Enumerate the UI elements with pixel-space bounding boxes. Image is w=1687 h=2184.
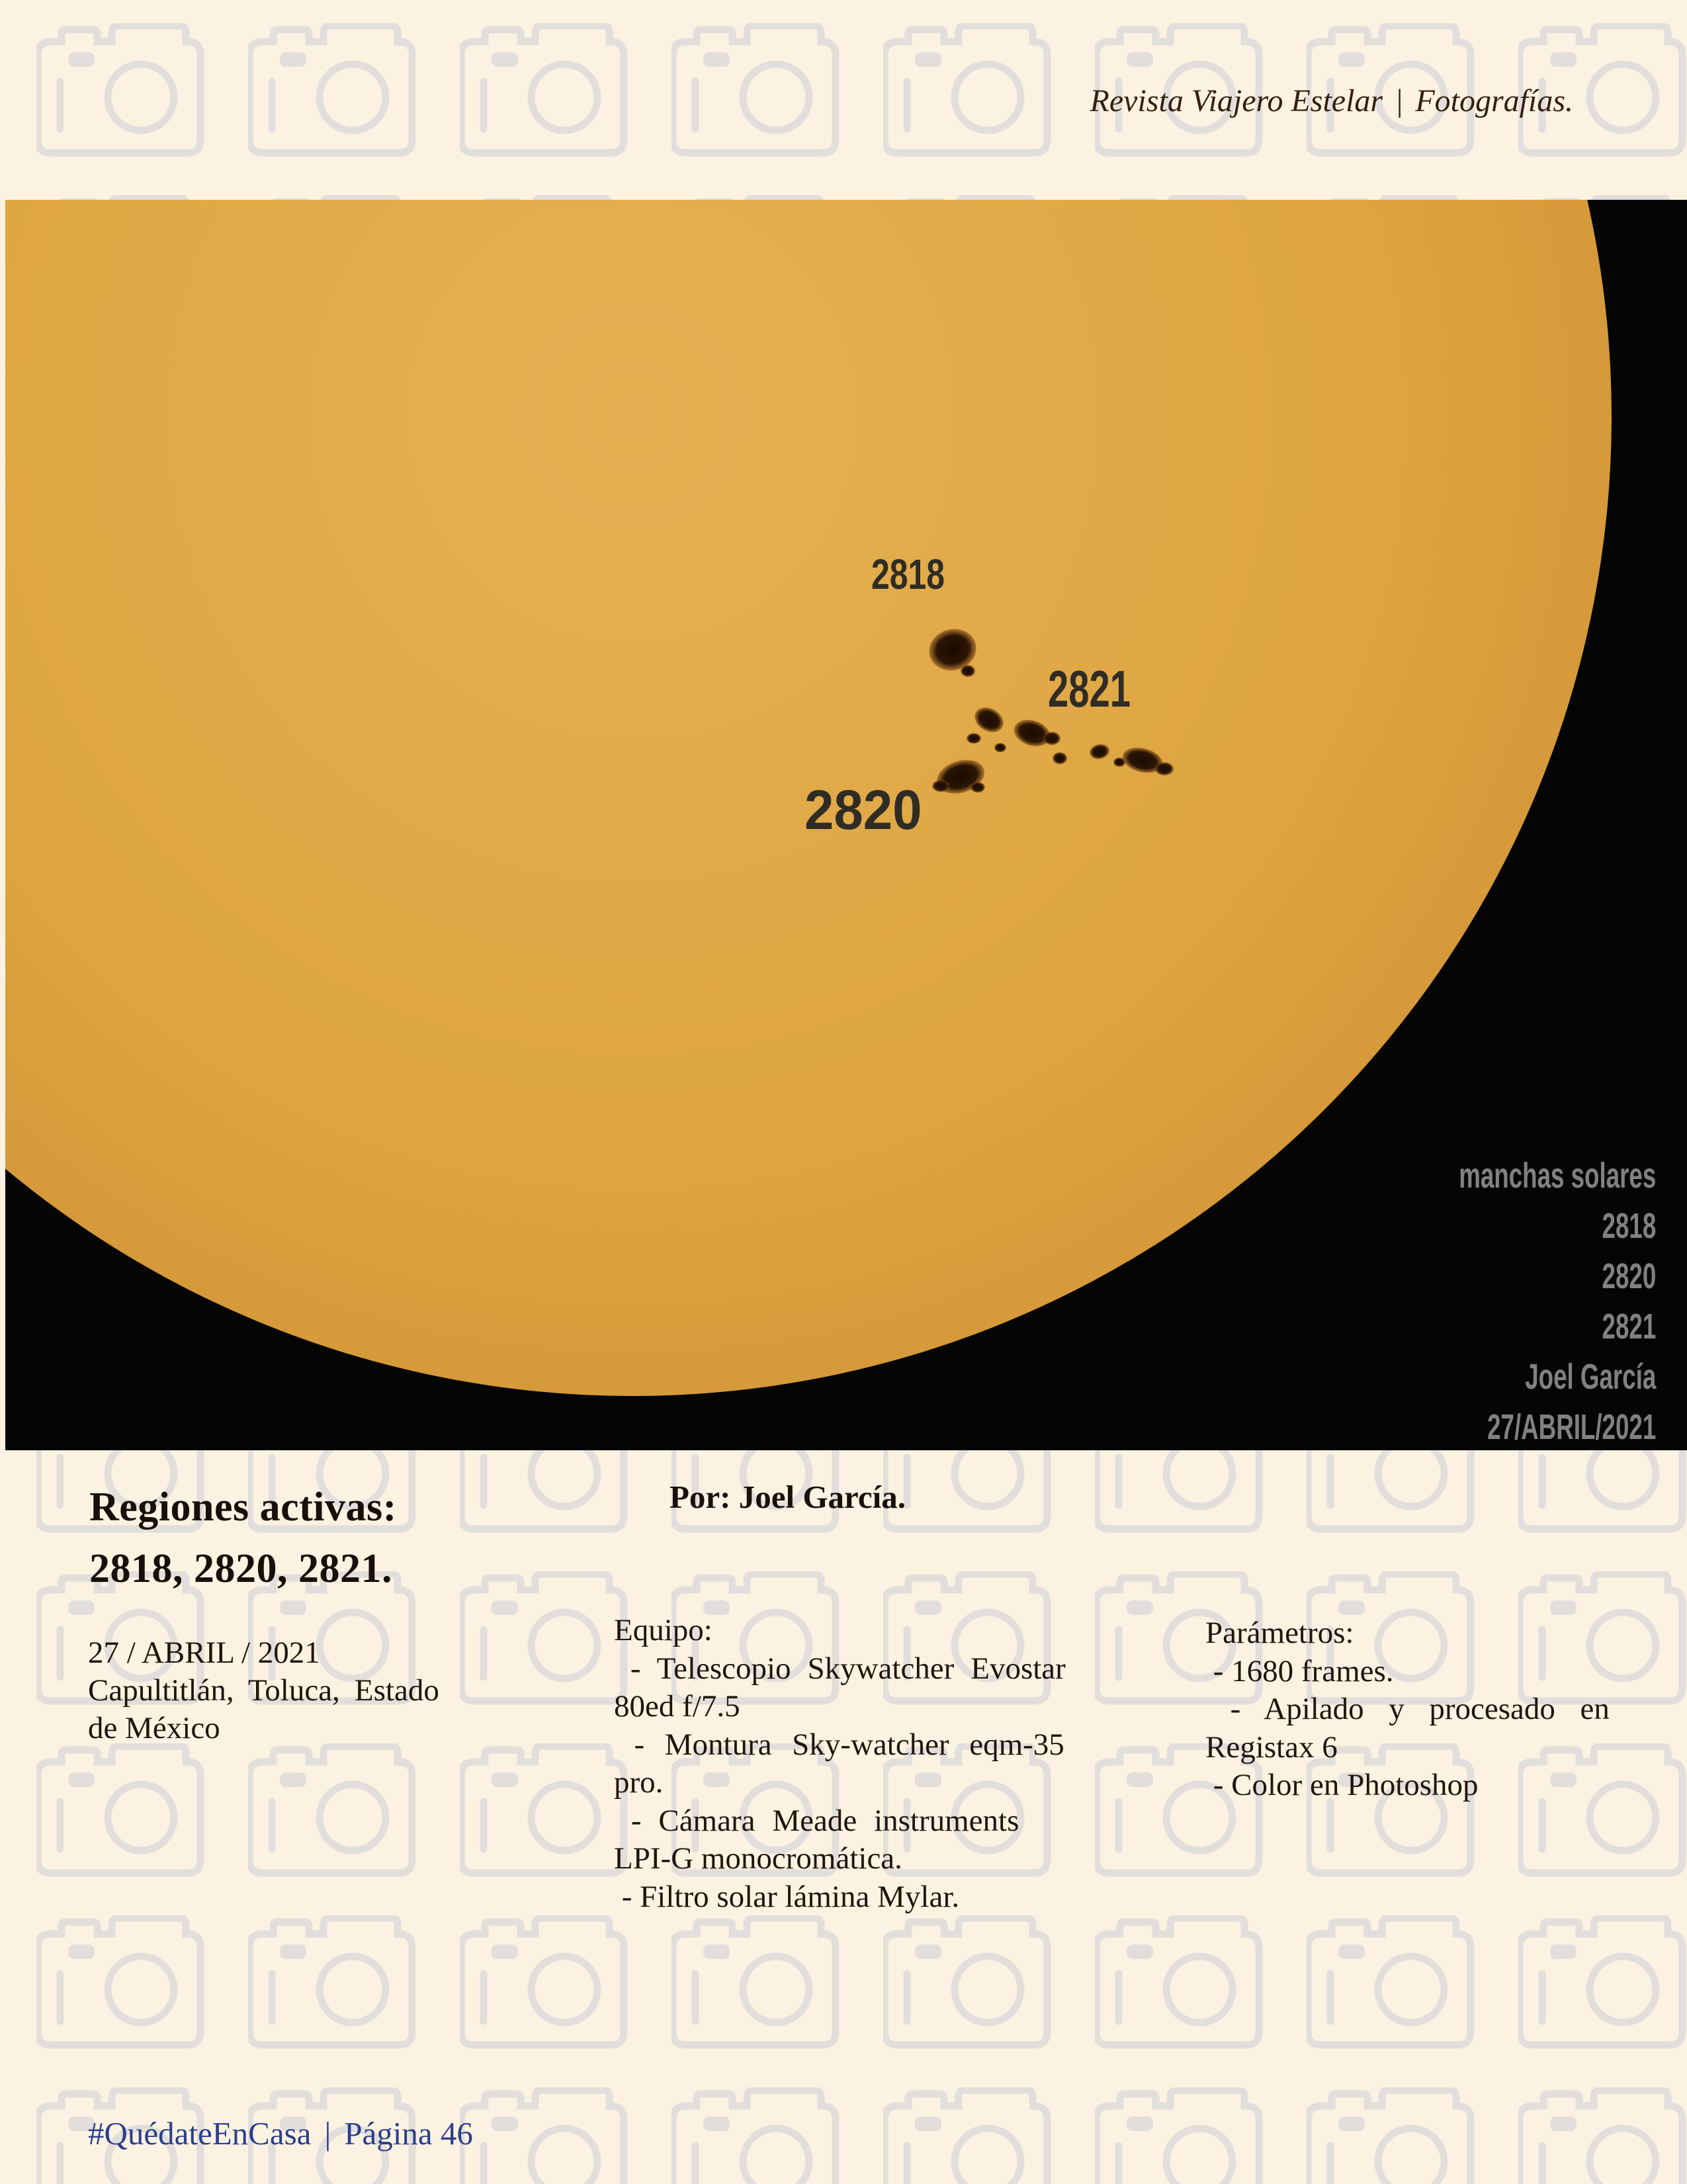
- sunspot: [1043, 732, 1060, 745]
- article-title-line2: 2818, 2820, 2821.: [89, 1546, 392, 1591]
- sunspot-region-label: 2821: [1048, 660, 1131, 718]
- parameters-line: Parámetros:: [1205, 1616, 1354, 1650]
- location-line2: de México: [88, 1711, 220, 1745]
- sunspot: [932, 780, 949, 792]
- photo-caption: manchas solares 2818 2820 2821 Joel García 27…: [1459, 1151, 1656, 1450]
- parameters-line: - Color en Photoshop: [1205, 1768, 1479, 1802]
- equipment-line: Equipo:: [614, 1613, 713, 1647]
- equipment-block: Equipo: - Telescopio Skywatcher Evostar 8…: [614, 1612, 1170, 1916]
- equipment-line: - Montura Sky-watcher eqm-35: [614, 1727, 1064, 1762]
- section-title: Fotografías.: [1415, 83, 1573, 118]
- caption-line: Joel García: [1524, 1357, 1656, 1397]
- sunspot: [967, 733, 981, 744]
- parameters-line: Registax 6: [1205, 1729, 1338, 1765]
- caption-line: manchas solares: [1458, 1156, 1656, 1196]
- parameters-block: Parámetros: - 1680 frames. - Apilado y p…: [1205, 1614, 1635, 1805]
- page-number: Página 46: [344, 2115, 473, 2152]
- article-title: Regiones activas: 2818, 2820, 2821.: [89, 1477, 552, 1600]
- equipment-line: 80ed f/7.5: [614, 1689, 740, 1724]
- equipment-line: - Cámara Meade instruments: [614, 1803, 1019, 1838]
- magazine-brand: Revista Viajero Estelar: [1090, 83, 1383, 118]
- sun-photo: manchas solares 2818 2820 2821 Joel García 27…: [5, 200, 1687, 1450]
- hashtag: #QuédateEnCasa: [88, 2115, 312, 2152]
- date-location-block: 27 / ABRIL / 2021 Capultitlán, Toluca, E…: [88, 1634, 538, 1747]
- equipment-line: - Filtro solar lámina Mylar.: [614, 1879, 960, 1914]
- sunspot: [1155, 762, 1174, 775]
- sunspot: [971, 782, 985, 793]
- sunspot-region-label: 2820: [804, 779, 922, 841]
- equipment-line: - Telescopio Skywatcher Evostar: [614, 1651, 1066, 1686]
- equipment-line: pro.: [614, 1765, 664, 1800]
- page-header: Revista Viajero Estelar | Fotografías.: [1090, 82, 1573, 120]
- capture-date: 27 / ABRIL / 2021: [88, 1636, 320, 1670]
- caption-line: 2818: [1602, 1206, 1656, 1246]
- parameters-line: - Apilado y procesado en: [1205, 1692, 1610, 1726]
- sunspot: [961, 665, 975, 677]
- location-line1: Capultitlán, Toluca, Estado: [88, 1673, 439, 1708]
- equipment-line: LPI-G monocromática.: [614, 1841, 902, 1876]
- byline: Por: Joel García.: [670, 1479, 906, 1515]
- page-footer: #QuédateEnCasa | Página 46: [88, 2115, 473, 2152]
- sunspot-region-label: 2818: [871, 550, 945, 598]
- caption-line: 2820: [1602, 1256, 1656, 1296]
- sunspot: [994, 743, 1006, 752]
- article-title-line1: Regiones activas:: [89, 1485, 397, 1530]
- caption-line: 27/ABRIL/2021: [1487, 1407, 1656, 1447]
- sunspot: [1053, 752, 1067, 764]
- footer-separator: |: [324, 2115, 331, 2152]
- caption-line: 2821: [1602, 1307, 1656, 1346]
- header-separator: |: [1395, 83, 1404, 118]
- parameters-line: - 1680 frames.: [1205, 1653, 1394, 1688]
